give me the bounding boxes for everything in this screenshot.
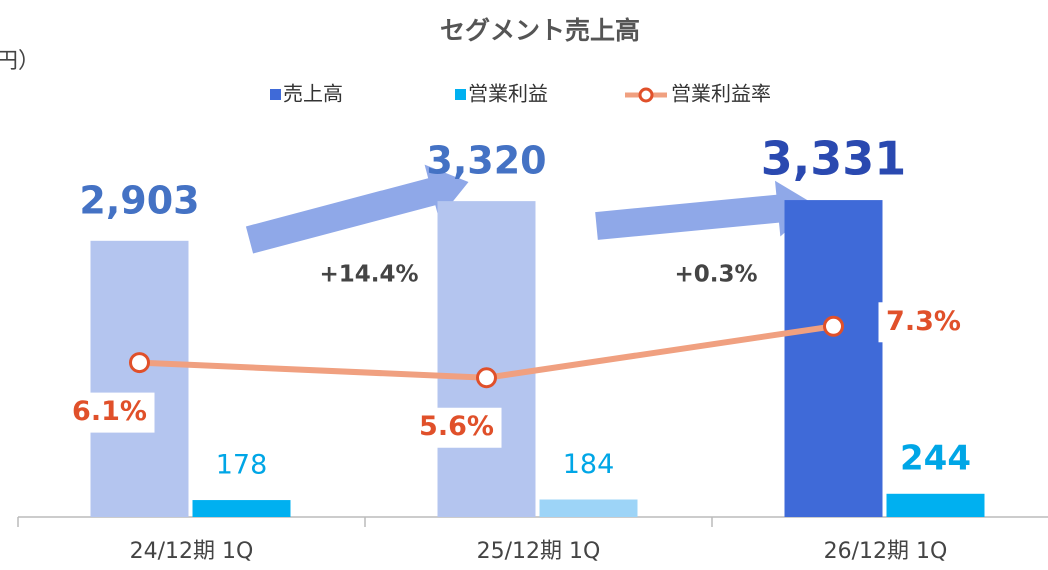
trend-arrow xyxy=(245,164,469,254)
line-marker xyxy=(823,315,844,337)
x-tick-label: 26/12期 1Q xyxy=(824,539,948,564)
unit-label: 円） xyxy=(0,49,40,74)
data-label: 3,331 xyxy=(761,132,907,186)
legend-label: 営業利益率 xyxy=(671,82,771,106)
label-bg xyxy=(64,392,155,433)
x-tick-label: 24/12期 1Q xyxy=(130,539,254,564)
line-marker xyxy=(129,352,150,374)
data-label: 178 xyxy=(216,450,268,481)
bar xyxy=(784,200,883,517)
bar xyxy=(90,240,189,517)
x-tick-label: 25/12期 1Q xyxy=(477,539,601,564)
label-bg xyxy=(878,302,969,343)
data-label: 5.6% xyxy=(419,411,494,442)
data-label: 6.1% xyxy=(72,396,147,427)
legend-label: 売上高 xyxy=(283,82,343,106)
data-label: 2,903 xyxy=(79,178,199,222)
bar xyxy=(437,201,536,517)
data-label: 244 xyxy=(900,438,971,478)
legend-swatch xyxy=(270,89,281,100)
legend-label: 営業利益 xyxy=(468,82,548,106)
legend-marker xyxy=(638,87,654,103)
chart-title: セグメント売上高 xyxy=(440,16,640,45)
line-marker xyxy=(476,367,497,389)
bar xyxy=(539,499,638,517)
legend-swatch xyxy=(455,89,466,100)
data-label: 7.3% xyxy=(886,306,961,337)
annotation: +0.3% xyxy=(674,262,757,288)
bar xyxy=(192,500,291,517)
trend-arrow xyxy=(595,180,816,240)
data-label: 3,320 xyxy=(426,139,546,183)
label-bg xyxy=(411,407,502,448)
annotation: +14.4% xyxy=(319,262,418,288)
data-label: 184 xyxy=(563,449,615,480)
bar xyxy=(886,493,985,517)
